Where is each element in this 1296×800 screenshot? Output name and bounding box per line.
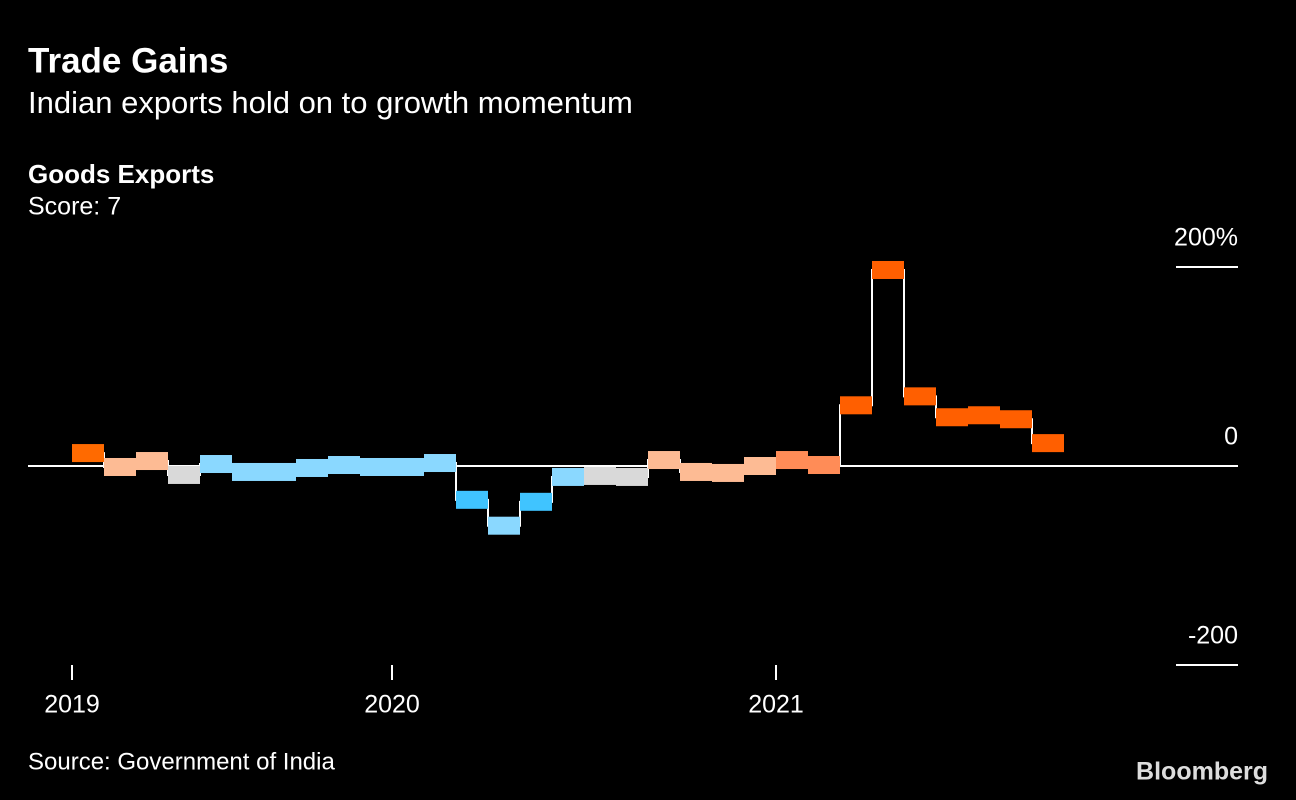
bar xyxy=(776,451,808,470)
bar xyxy=(168,465,200,484)
bar xyxy=(936,408,968,427)
bar xyxy=(104,457,136,476)
bar xyxy=(552,467,584,486)
bar xyxy=(328,456,360,475)
y-tick-label: -200 xyxy=(1188,622,1238,650)
bar xyxy=(1000,410,1032,429)
score: Score: 7 xyxy=(28,193,121,221)
bar xyxy=(200,455,232,474)
bar xyxy=(616,467,648,486)
bar xyxy=(136,452,168,471)
bar xyxy=(904,387,936,406)
brand: Bloomberg xyxy=(1136,758,1268,786)
bar xyxy=(808,456,840,475)
bar xyxy=(840,396,872,415)
bar xyxy=(264,462,296,481)
bar xyxy=(456,490,488,509)
y-tick-label: 200% xyxy=(1174,224,1238,252)
bar xyxy=(296,458,328,477)
panel-title: Goods Exports xyxy=(28,159,214,189)
bar xyxy=(680,462,712,481)
bar xyxy=(1032,434,1064,453)
source: Source: Government of India xyxy=(28,748,335,775)
bar xyxy=(360,457,392,476)
x-tick-label: 2020 xyxy=(364,691,420,719)
bar xyxy=(744,457,776,475)
bar xyxy=(488,516,520,535)
bar xyxy=(648,451,680,470)
chart-subtitle: Indian exports hold on to growth momentu… xyxy=(28,85,633,120)
x-tick-label: 2019 xyxy=(44,691,100,719)
y-tick-label: 0 xyxy=(1224,423,1238,451)
bar xyxy=(392,457,424,476)
bar xyxy=(72,444,104,463)
bar xyxy=(712,463,744,482)
bar xyxy=(968,406,1000,425)
bar xyxy=(520,492,552,511)
bar xyxy=(424,454,456,473)
bar xyxy=(584,466,616,485)
bar xyxy=(232,462,264,481)
chart-title: Trade Gains xyxy=(28,41,228,80)
bar xyxy=(872,260,904,279)
x-tick-label: 2021 xyxy=(748,691,804,719)
